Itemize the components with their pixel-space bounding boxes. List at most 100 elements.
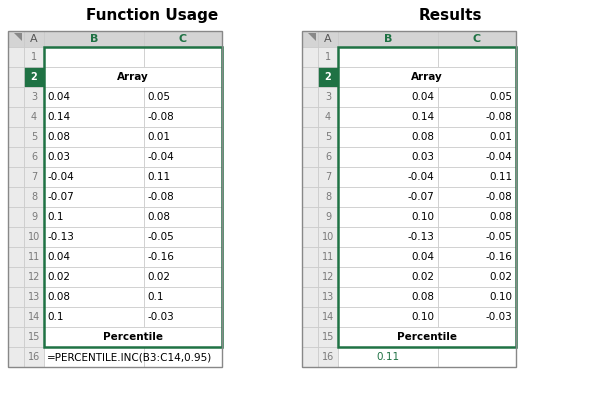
Text: A: A <box>30 34 38 44</box>
Bar <box>8 227 24 247</box>
Text: 6: 6 <box>31 152 37 162</box>
Bar <box>302 227 318 247</box>
Bar <box>438 307 516 327</box>
Bar <box>144 187 222 207</box>
Text: 0.02: 0.02 <box>47 272 70 282</box>
Bar <box>302 67 318 87</box>
Bar <box>44 287 144 307</box>
Bar <box>144 127 222 147</box>
Text: -0.03: -0.03 <box>485 312 512 322</box>
Bar <box>302 267 318 287</box>
Text: 14: 14 <box>322 312 334 322</box>
Text: 11: 11 <box>28 252 40 262</box>
Bar <box>24 327 44 347</box>
Bar <box>144 31 222 47</box>
Bar <box>318 107 338 127</box>
Text: -0.04: -0.04 <box>147 152 174 162</box>
Bar <box>302 47 318 67</box>
Bar <box>438 267 516 287</box>
Bar <box>338 47 438 67</box>
Bar <box>44 67 222 87</box>
Bar <box>438 167 516 187</box>
Text: 0.04: 0.04 <box>411 92 434 102</box>
Bar <box>144 47 222 67</box>
Text: 0.11: 0.11 <box>489 172 512 182</box>
Text: Function Usage: Function Usage <box>86 8 218 23</box>
Bar <box>438 107 516 127</box>
Bar <box>24 287 44 307</box>
Bar <box>8 347 24 367</box>
Bar <box>44 147 144 167</box>
Text: 9: 9 <box>31 212 37 222</box>
Text: 0.01: 0.01 <box>147 132 170 142</box>
Bar <box>338 327 516 347</box>
Text: 0.05: 0.05 <box>489 92 512 102</box>
Text: 10: 10 <box>28 232 40 242</box>
Bar <box>438 31 516 47</box>
Bar <box>44 227 144 247</box>
Bar <box>44 47 222 347</box>
Bar <box>144 207 222 227</box>
Text: 1: 1 <box>31 52 37 62</box>
Text: -0.16: -0.16 <box>147 252 174 262</box>
Bar <box>8 67 24 87</box>
Bar <box>318 227 338 247</box>
Text: 4: 4 <box>31 112 37 122</box>
Bar <box>338 227 438 247</box>
Bar <box>318 267 338 287</box>
Bar <box>318 67 338 87</box>
Bar <box>338 67 516 87</box>
Text: -0.08: -0.08 <box>485 192 512 202</box>
Bar <box>338 47 516 347</box>
Bar <box>302 31 516 367</box>
Text: 3: 3 <box>31 92 37 102</box>
Text: 0.11: 0.11 <box>376 352 399 362</box>
Bar <box>44 207 144 227</box>
Bar <box>44 347 144 367</box>
Bar <box>8 107 24 127</box>
Text: 0.04: 0.04 <box>411 252 434 262</box>
Bar <box>338 267 438 287</box>
Bar <box>438 47 516 67</box>
Bar <box>24 67 44 87</box>
Text: 13: 13 <box>28 292 40 302</box>
Bar <box>44 187 144 207</box>
Text: 0.05: 0.05 <box>147 92 170 102</box>
Bar <box>318 327 338 347</box>
Polygon shape <box>14 33 22 41</box>
Bar <box>438 287 516 307</box>
Bar <box>44 327 222 347</box>
Bar <box>438 247 516 267</box>
Bar <box>24 207 44 227</box>
Bar <box>8 31 24 47</box>
Bar <box>144 347 222 367</box>
Bar <box>144 167 222 187</box>
Text: A: A <box>324 34 332 44</box>
Bar <box>302 87 318 107</box>
Text: 0.04: 0.04 <box>47 252 70 262</box>
Text: -0.08: -0.08 <box>147 112 174 122</box>
Text: 0.08: 0.08 <box>411 132 434 142</box>
Bar <box>318 47 338 67</box>
Text: 0.14: 0.14 <box>47 112 70 122</box>
Bar <box>44 31 144 47</box>
Bar <box>338 207 438 227</box>
Bar <box>8 147 24 167</box>
Text: B: B <box>384 34 392 44</box>
Bar <box>24 107 44 127</box>
Text: 16: 16 <box>322 352 334 362</box>
Text: -0.16: -0.16 <box>485 252 512 262</box>
Bar <box>302 147 318 167</box>
Bar <box>8 47 24 67</box>
Bar <box>44 307 144 327</box>
Bar <box>8 247 24 267</box>
Text: -0.07: -0.07 <box>407 192 434 202</box>
Bar <box>338 127 438 147</box>
Bar <box>318 127 338 147</box>
Bar <box>8 207 24 227</box>
Text: Array: Array <box>117 72 149 82</box>
Bar <box>44 247 144 267</box>
Bar <box>44 107 144 127</box>
Bar <box>338 31 438 47</box>
Bar <box>8 87 24 107</box>
